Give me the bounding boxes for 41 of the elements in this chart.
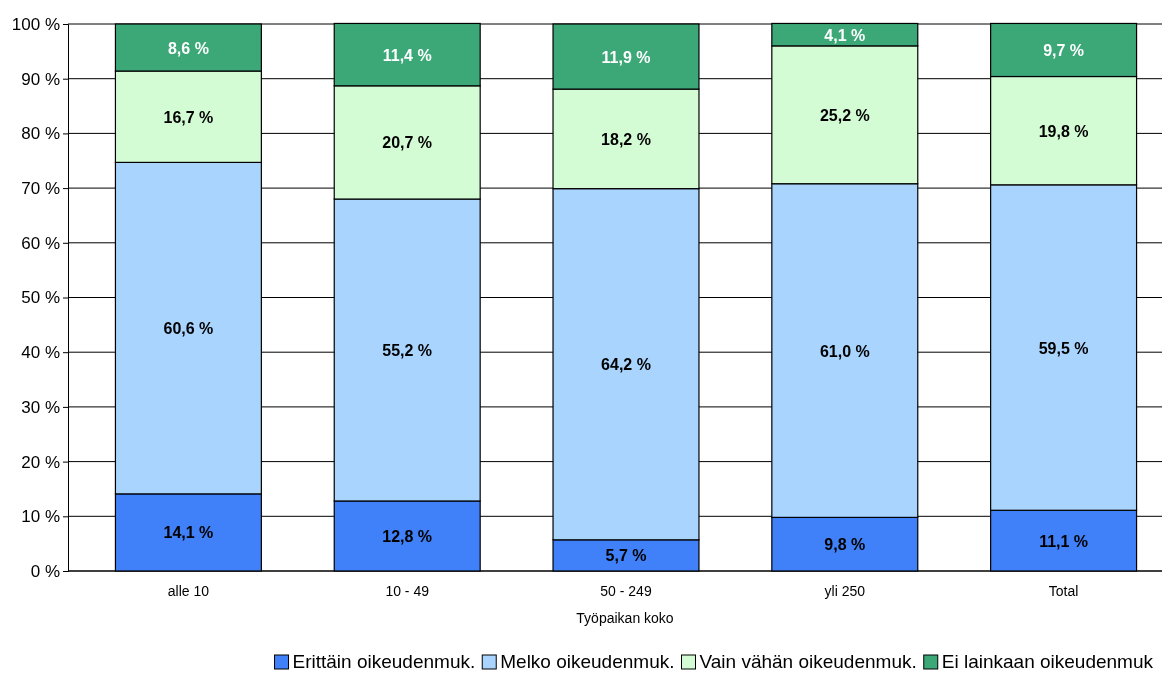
data-label: 61,0 % [819, 342, 870, 360]
data-label: 64,2 % [601, 356, 651, 374]
x-axis-title: Työpaikan koko [576, 610, 674, 626]
x-tick-label: 10 - 49 [385, 583, 430, 600]
x-tick-label: Total [1048, 583, 1079, 600]
data-label: 12,8 % [382, 527, 433, 545]
legend-label: Melko oikeudenmuk. [500, 651, 675, 672]
y-tick-label: 10 % [21, 507, 60, 527]
y-tick-label: 20 % [21, 452, 60, 472]
y-tick-label: 50 % [21, 288, 60, 308]
data-label: 60,6 % [163, 320, 214, 338]
y-tick-label: 100 % [11, 14, 60, 34]
data-label: 55,2 % [382, 342, 433, 360]
y-tick-label: 40 % [21, 343, 60, 363]
legend-label: Vain vähän oikeudenmuk. [699, 651, 917, 672]
y-tick-label: 90 % [21, 69, 60, 89]
data-label: 59,5 % [1038, 339, 1089, 357]
data-label: 14,1 % [163, 524, 214, 542]
data-label: 16,7 % [163, 108, 214, 126]
data-label: 4,1 % [824, 26, 866, 44]
legend-label: Ei lainkaan oikeudenmuk [941, 651, 1154, 672]
data-label: 11,9 % [601, 48, 651, 66]
x-tick-label: alle 10 [167, 583, 210, 600]
data-label: 9,8 % [824, 536, 866, 554]
data-label: 11,1 % [1039, 532, 1089, 550]
y-tick-label: 80 % [21, 124, 60, 144]
y-tick-label: 60 % [21, 233, 60, 253]
data-label: 11,4 % [382, 46, 432, 64]
data-label: 5,7 % [605, 547, 647, 565]
x-tick-label: 50 - 249 [600, 583, 652, 600]
y-tick-label: 0 % [30, 561, 60, 581]
data-label: 19,8 % [1038, 122, 1089, 140]
data-label: 20,7 % [382, 134, 433, 152]
data-label: 18,2 % [601, 130, 651, 148]
x-tick-label: yli 250 [824, 583, 866, 600]
data-label: 25,2 % [819, 106, 870, 124]
data-label: 8,6 % [167, 39, 209, 57]
legend-label: Erittäin oikeudenmuk. [292, 651, 476, 672]
y-tick-label: 30 % [21, 397, 60, 417]
y-tick-label: 70 % [21, 179, 60, 199]
data-label: 9,7 % [1043, 41, 1085, 59]
